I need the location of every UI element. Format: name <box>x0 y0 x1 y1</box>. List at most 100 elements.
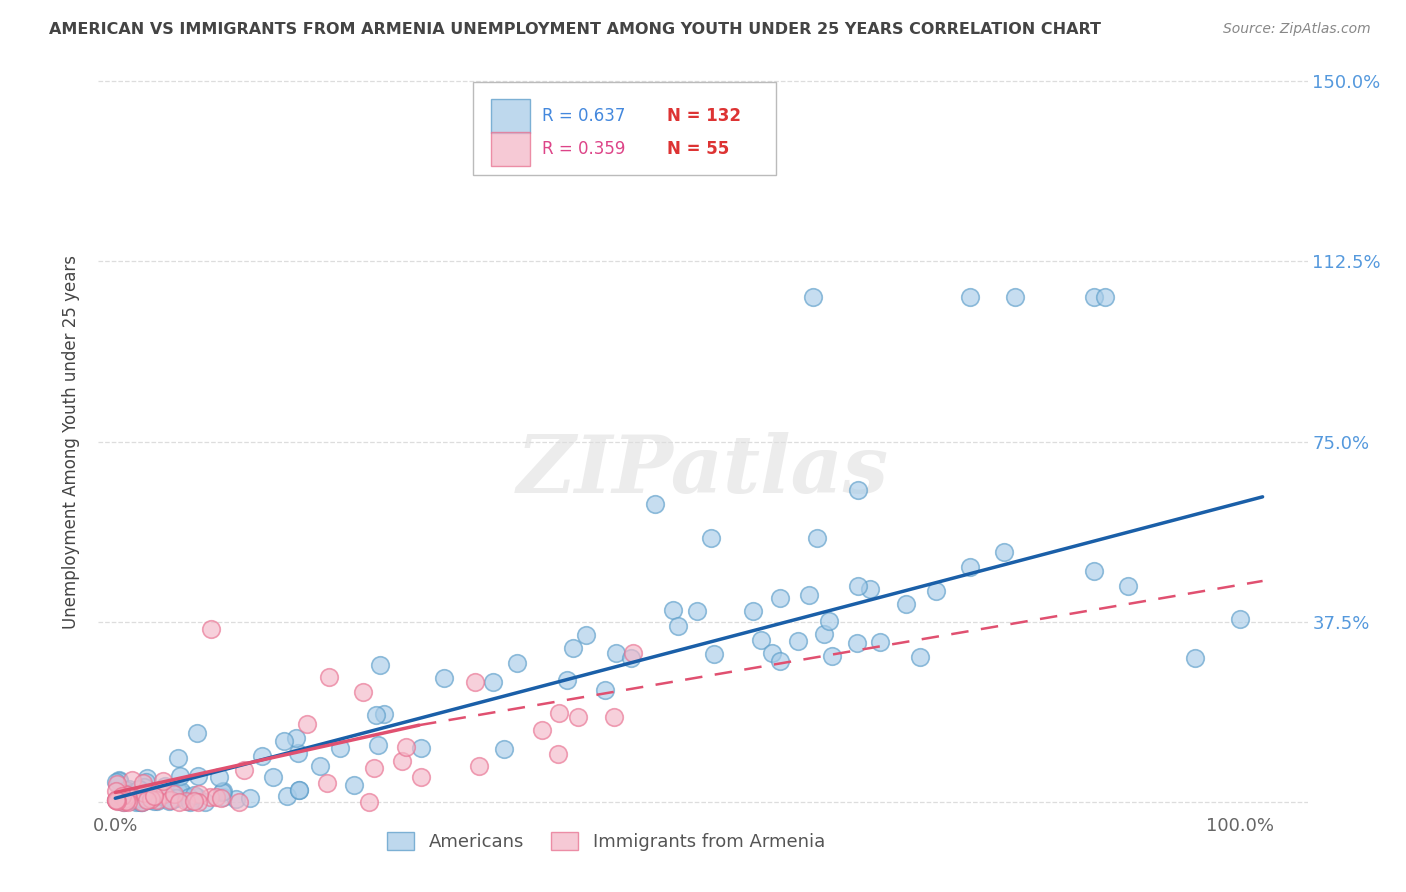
Point <box>273 734 295 748</box>
Point <box>367 738 389 752</box>
Point <box>603 709 626 723</box>
Point <box>121 786 143 800</box>
Point <box>801 290 824 304</box>
Point <box>187 769 209 783</box>
Text: ZIPatlas: ZIPatlas <box>517 433 889 510</box>
Point <box>177 789 200 804</box>
Point <box>1083 565 1105 579</box>
Point <box>138 788 160 802</box>
Text: N = 55: N = 55 <box>666 140 728 158</box>
Point <box>153 780 176 794</box>
Point <box>896 597 918 611</box>
Point <box>107 774 129 789</box>
Point <box>239 791 262 805</box>
Point <box>741 604 763 618</box>
Point <box>105 793 128 807</box>
Point <box>506 656 529 670</box>
Point <box>183 794 205 808</box>
Point <box>252 749 274 764</box>
Point <box>132 787 155 801</box>
Point <box>153 788 176 802</box>
Point <box>135 790 157 805</box>
Point <box>115 790 138 805</box>
Point <box>845 636 868 650</box>
Point <box>228 795 250 809</box>
Point <box>468 759 491 773</box>
Point <box>212 790 235 805</box>
Point <box>329 741 352 756</box>
Point <box>225 792 247 806</box>
Point <box>186 726 208 740</box>
Point <box>117 789 139 803</box>
Point <box>806 531 828 545</box>
Point <box>162 786 184 800</box>
Point <box>125 792 148 806</box>
Y-axis label: Unemployment Among Youth under 25 years: Unemployment Among Youth under 25 years <box>62 254 80 629</box>
Point <box>145 794 167 808</box>
Point <box>132 789 155 803</box>
Point <box>142 789 165 803</box>
Text: N = 132: N = 132 <box>666 107 741 125</box>
Point <box>139 784 162 798</box>
Point <box>157 794 180 808</box>
Point <box>179 795 201 809</box>
Point <box>105 793 128 807</box>
Point <box>209 790 232 805</box>
Point <box>786 633 808 648</box>
Point <box>155 781 177 796</box>
Point <box>1229 612 1251 626</box>
Text: Source: ZipAtlas.com: Source: ZipAtlas.com <box>1223 22 1371 37</box>
Point <box>135 771 157 785</box>
Point <box>205 790 228 805</box>
Point <box>482 675 505 690</box>
Point <box>152 783 174 797</box>
Point <box>644 497 666 511</box>
Point <box>194 795 217 809</box>
Point <box>1004 290 1026 304</box>
Point <box>117 790 139 805</box>
Point <box>183 788 205 802</box>
Point <box>162 792 184 806</box>
Point <box>115 794 138 808</box>
Point <box>959 559 981 574</box>
Point <box>494 741 516 756</box>
Point <box>135 775 157 789</box>
Point <box>172 787 194 801</box>
Point <box>142 794 165 808</box>
FancyBboxPatch shape <box>492 99 530 133</box>
Point <box>129 790 152 805</box>
Point <box>139 793 162 807</box>
Point <box>128 782 150 797</box>
Point <box>769 654 792 668</box>
Point <box>370 658 392 673</box>
Point <box>165 791 187 805</box>
Point <box>411 741 433 756</box>
Point <box>846 579 869 593</box>
Point <box>288 782 311 797</box>
Point <box>138 789 160 803</box>
Point <box>959 290 981 304</box>
Point <box>111 789 134 804</box>
Point <box>134 780 156 794</box>
Point <box>433 671 456 685</box>
Point <box>187 795 209 809</box>
Point <box>177 794 200 808</box>
Point <box>548 706 571 721</box>
Point <box>284 731 307 746</box>
Point <box>395 740 418 755</box>
Point <box>125 793 148 807</box>
Point <box>138 790 160 805</box>
Point <box>108 772 131 787</box>
Point <box>129 795 152 809</box>
Point <box>262 770 284 784</box>
Point <box>703 648 725 662</box>
Point <box>561 641 583 656</box>
Point <box>666 619 689 633</box>
FancyBboxPatch shape <box>474 82 776 175</box>
Legend: Americans, Immigrants from Armenia: Americans, Immigrants from Armenia <box>380 824 832 858</box>
Point <box>198 789 221 804</box>
Point <box>366 707 388 722</box>
Point <box>1094 290 1116 304</box>
Point <box>813 627 835 641</box>
Point <box>309 759 332 773</box>
